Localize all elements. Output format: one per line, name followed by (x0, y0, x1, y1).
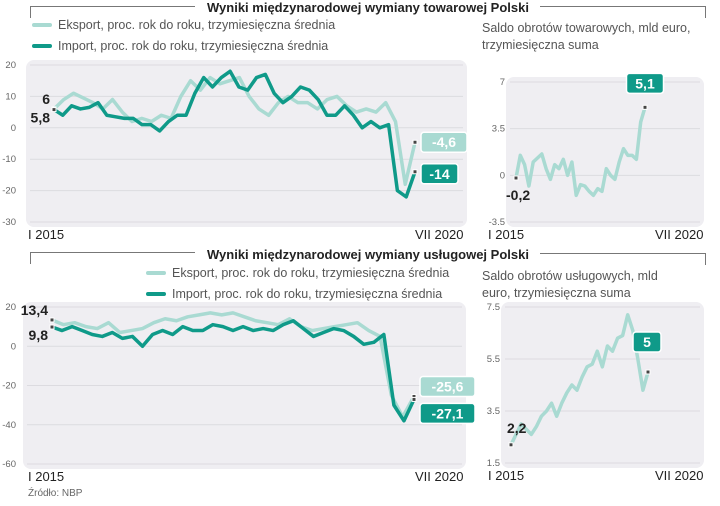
start-value-label: 5,8 (31, 110, 51, 126)
x-tick-label: I 2015 (488, 227, 524, 242)
start-value-label: 13,4 (21, 302, 48, 318)
start-value-label: 6 (42, 91, 50, 107)
end-value-label: 5,1 (635, 75, 655, 91)
end-value-badge (632, 331, 662, 353)
end-marker (645, 369, 651, 375)
end-marker (412, 139, 418, 145)
start-marker (49, 317, 55, 323)
start-marker (513, 175, 519, 181)
legend-import: Import, proc. rok do roku, trzymiesięczn… (32, 39, 328, 53)
x-tick-label: I 2015 (28, 469, 64, 484)
y-tick-label: -40 (2, 420, 16, 431)
x-tick-label: VII 2020 (415, 227, 463, 242)
legend-label: Import, proc. rok do roku, trzymiesięczn… (58, 39, 329, 53)
y-tick-label: 3.5 (492, 124, 505, 135)
start-marker (49, 324, 55, 330)
y-tick-label: 5.5 (487, 354, 500, 365)
y-tick-label: 0 (500, 170, 505, 181)
plot-area (501, 302, 704, 468)
source-note: Źródło: NBP (28, 488, 83, 499)
y-tick-label: 10 (5, 91, 16, 102)
x-tick-label: VII 2020 (415, 469, 463, 484)
end-value-label: 5 (643, 334, 651, 350)
end-value-label: -27,1 (432, 405, 464, 421)
legend-swatch (146, 271, 166, 275)
x-tick-label: VII 2020 (655, 227, 703, 242)
y-tick-label: 7.5 (487, 302, 500, 313)
y-tick-label: 1.5 (487, 458, 500, 469)
start-value-label: 9,8 (29, 327, 49, 343)
end-marker (642, 104, 648, 110)
goods-balance-title: Saldo obrotów towarowych, mld euro, trzy… (482, 21, 691, 52)
end-value-badge (419, 402, 476, 425)
y-tick-label: -20 (2, 186, 16, 197)
y-tick-label: -3.5 (489, 217, 505, 228)
y-tick-label: -10 (2, 154, 16, 165)
legend-swatch (146, 292, 166, 296)
x-tick-label: I 2015 (28, 227, 64, 242)
legend-swatch (32, 44, 52, 48)
end-value-label: -25,6 (432, 378, 464, 394)
y-tick-label: -20 (2, 381, 16, 392)
y-tick-label: -60 (2, 459, 16, 470)
y-tick-label: 20 (5, 302, 16, 313)
legend-label: Eksport, proc. rok do roku, trzymiesięcz… (58, 18, 336, 32)
y-tick-label: 7 (500, 77, 505, 88)
end-marker (412, 169, 418, 175)
legend-label: Eksport, proc. rok do roku, trzymiesięcz… (172, 266, 450, 280)
end-value-label: -14 (429, 166, 449, 182)
x-tick-label: VII 2020 (655, 468, 703, 483)
end-value-badge (420, 163, 459, 185)
series-line (509, 313, 650, 446)
start-marker (508, 442, 514, 448)
end-value-badge (420, 131, 468, 153)
y-tick-label: 20 (5, 60, 16, 71)
series-line (53, 69, 417, 199)
y-tick-label: 0 (11, 341, 16, 352)
legend-swatch (32, 23, 52, 27)
legend-export: Eksport, proc. rok do roku, trzymiesięcz… (146, 266, 449, 280)
x-tick-label: I 2015 (488, 468, 524, 483)
y-tick-label: 3.5 (487, 406, 500, 417)
y-tick-label: -30 (2, 217, 16, 228)
start-value-label: -0,2 (506, 187, 530, 203)
y-tick-label: 0 (11, 123, 16, 134)
services-title: Wyniki międzynarodowej wymiany usługowej… (207, 247, 529, 262)
legend-export: Eksport, proc. rok do roku, trzymiesięcz… (32, 18, 335, 32)
end-value-label: -4,6 (432, 134, 456, 150)
start-marker (51, 107, 57, 113)
start-value-label: 2,2 (507, 420, 527, 436)
end-value-badge (625, 72, 665, 95)
plot-area (26, 60, 467, 227)
end-marker (411, 396, 417, 402)
goods-title: Wyniki międzynarodowej wymiany towarowej… (207, 0, 529, 15)
legend-import: Import, proc. rok do roku, trzymiesięczn… (146, 287, 442, 301)
services-balance-title: Saldo obrotów usługowych, mld euro, trzy… (482, 269, 658, 300)
plot-area (506, 77, 704, 227)
end-value-badge (419, 375, 476, 398)
legend-label: Import, proc. rok do roku, trzymiesięczn… (172, 287, 443, 301)
